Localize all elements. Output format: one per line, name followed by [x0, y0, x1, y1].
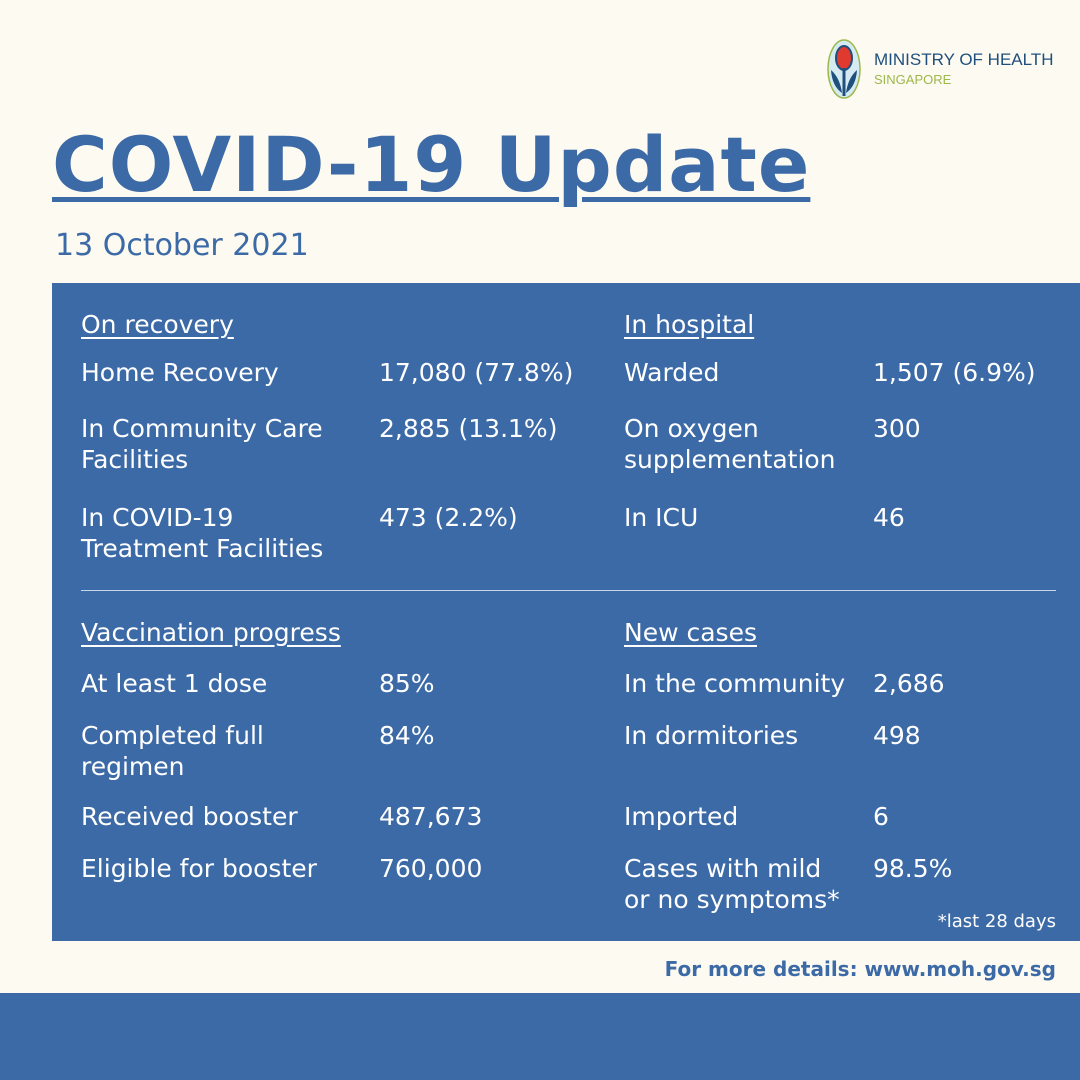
- stat-label: In ICU: [624, 503, 699, 532]
- page-title: COVID-19 Update: [52, 120, 811, 209]
- stat-label: At least 1 dose: [81, 669, 268, 698]
- stat-value: 2,686: [873, 669, 945, 698]
- stat-value: 300: [873, 414, 921, 443]
- stat-label: In dormitories: [624, 721, 799, 750]
- new-cases-heading: New cases: [624, 618, 757, 647]
- bottom-band: [0, 993, 1080, 1080]
- vaccination-heading: Vaccination progress: [81, 618, 341, 647]
- stat-label: Warded: [624, 358, 720, 387]
- stats-panel: [52, 283, 1080, 941]
- stat-value: 760,000: [379, 854, 483, 883]
- stat-value: 98.5%: [873, 854, 953, 883]
- stat-label: Cases with mild or no symptoms*: [624, 854, 840, 914]
- hospital-heading: In hospital: [624, 310, 755, 339]
- stat-value: 2,885 (13.1%): [379, 414, 558, 443]
- stat-label: On oxygen supplementation: [624, 414, 836, 474]
- moh-logo-icon: [827, 39, 861, 99]
- logo-singapore-text: SINGAPORE: [874, 72, 952, 87]
- stat-value: 487,673: [379, 802, 483, 831]
- logo-ministry-text: MINISTRY OF HEALTH: [874, 50, 1054, 69]
- update-date: 13 October 2021: [55, 228, 309, 263]
- stat-label: Completed full regimen: [81, 721, 264, 781]
- stat-label: In COVID-19 Treatment Facilities: [81, 503, 324, 563]
- more-details-link[interactable]: For more details: www.moh.gov.sg: [664, 957, 1056, 981]
- section-divider: [81, 590, 1056, 591]
- stat-value: 46: [873, 503, 905, 532]
- stat-value: 6: [873, 802, 889, 831]
- stat-value: 473 (2.2%): [379, 503, 518, 532]
- footnote: *last 28 days: [937, 911, 1056, 932]
- stat-label: In Community Care Facilities: [81, 414, 323, 474]
- stat-label: Received booster: [81, 802, 298, 831]
- stat-label: Eligible for booster: [81, 854, 317, 883]
- stat-label: In the community: [624, 669, 846, 698]
- stat-value: 1,507 (6.9%): [873, 358, 1036, 387]
- stat-value: 84%: [379, 721, 435, 750]
- stat-value: 85%: [379, 669, 435, 698]
- stat-value: 498: [873, 721, 921, 750]
- stat-label: Imported: [624, 802, 739, 831]
- stat-label: Home Recovery: [81, 358, 279, 387]
- stat-value: 17,080 (77.8%): [379, 358, 574, 387]
- recovery-heading: On recovery: [81, 310, 234, 339]
